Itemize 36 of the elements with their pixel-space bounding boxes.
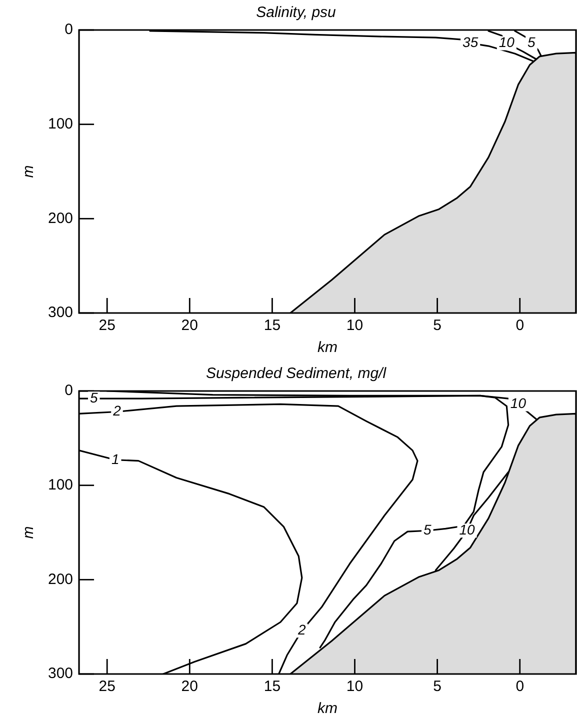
x-tick-label: 20 [181, 317, 198, 334]
x-axis-title: km [318, 339, 338, 356]
annotation: 35 [462, 34, 478, 50]
annotation: 10 [459, 522, 476, 538]
y-tick-label: 200 [48, 210, 74, 227]
annotation: 5 [424, 522, 432, 538]
y-tick-label: 300 [48, 304, 74, 322]
x-tick-label: 5 [433, 317, 442, 334]
annotation: 10 [510, 395, 526, 412]
x-tick-label: 15 [264, 317, 281, 334]
annotation: 2 [297, 621, 306, 638]
y-tick-label: 100 [48, 115, 74, 132]
annotation: 5 [528, 34, 536, 50]
annotation: 1 [111, 450, 120, 467]
chart-title: Salinity, psu [256, 4, 337, 22]
x-tick-label: 20 [181, 678, 198, 696]
y-axis-title: m [20, 165, 38, 178]
x-tick-label: 5 [433, 678, 442, 696]
annotation: 2 [112, 402, 122, 419]
y-tick-label: 0 [64, 21, 74, 38]
y-tick-label: 200 [48, 570, 74, 588]
y-tick-label: 100 [48, 476, 74, 494]
chart-title: Suspended Sediment, mg/l [206, 365, 387, 382]
x-axis-title: km [318, 700, 338, 718]
y-axis-title: m [20, 526, 38, 539]
y-tick-label: 300 [48, 665, 74, 682]
annotation: 10 [498, 34, 515, 50]
x-tick-label: 15 [264, 678, 281, 696]
x-tick-label: 0 [516, 317, 524, 334]
x-tick-label: 0 [516, 678, 524, 696]
annotation: 5 [90, 389, 98, 406]
x-tick-label: 10 [346, 317, 364, 334]
x-tick-label: 25 [98, 678, 116, 696]
y-tick-label: 0 [64, 382, 74, 400]
x-tick-label: 25 [98, 317, 116, 334]
x-tick-label: 10 [346, 678, 364, 696]
